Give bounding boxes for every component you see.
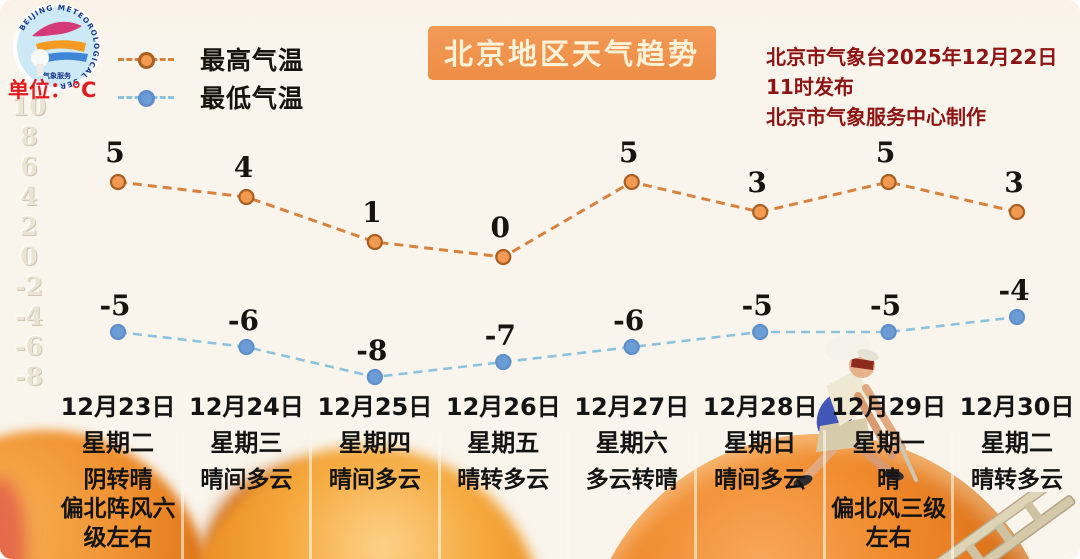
- unit-label: 单位：℃: [8, 78, 97, 102]
- weather-line: 阴转晴: [83, 467, 153, 493]
- weather-line: 晴间多云: [714, 467, 807, 493]
- weekday-label: 星期一: [852, 429, 925, 457]
- column-divider: [437, 430, 441, 559]
- y-axis-tick: -4: [15, 302, 43, 331]
- date-label: 12月26日: [445, 393, 561, 421]
- issuer-line2: 北京市气象服务中心制作: [766, 105, 986, 129]
- column-divider: [822, 430, 826, 559]
- day-column: 12月29日 星期一晴偏北风三级左右: [825, 392, 953, 553]
- weekday-label: 星期四: [338, 429, 411, 457]
- weather-line: 偏北阵风六: [60, 496, 176, 522]
- day-column: 12月26日 星期五晴转多云: [439, 392, 567, 495]
- weather-line: 偏北风三级: [831, 496, 947, 522]
- weather-label: 晴间多云: [182, 466, 310, 495]
- column-divider: [180, 430, 184, 559]
- weekday-label: 星期日: [724, 429, 797, 457]
- weekday-label: 星期六: [595, 429, 668, 457]
- column-divider: [951, 430, 955, 559]
- chart-legend: 最高气温 最低气温: [118, 40, 304, 116]
- low-temp-legend-label: 最低气温: [200, 84, 305, 113]
- weekday-label: 星期五: [467, 429, 540, 457]
- column-divider: [566, 430, 569, 559]
- weather-line: 多云转晴: [585, 467, 678, 493]
- issuer-line1: 北京市气象台2025年12月22日11时发布: [766, 45, 1058, 99]
- column-divider: [694, 430, 698, 559]
- y-axis-tick: 0: [20, 242, 38, 271]
- day-column: 12月23日 星期二阴转晴偏北阵风六级左右: [54, 392, 182, 553]
- weather-label: 阴转晴偏北阵风六级左右: [54, 466, 182, 553]
- date-label: 12月29日: [831, 393, 946, 421]
- weather-line: 左右: [865, 525, 912, 551]
- weather-label: 晴偏北风三级 左右: [825, 466, 953, 553]
- date-label: 12月27日: [574, 393, 690, 421]
- weekday-label: 星期二: [82, 429, 154, 457]
- weather-line: 级左右: [83, 525, 153, 551]
- y-axis-tick: -8: [15, 362, 43, 391]
- y-axis-tick: 2: [20, 212, 38, 241]
- y-axis-tick: -2: [15, 272, 43, 301]
- weather-label: 晴转多云: [439, 466, 567, 495]
- high-temp-legend-label: 最高气温: [200, 46, 305, 75]
- date-label: 12月25日: [317, 393, 433, 421]
- weather-line: 晴间多云: [200, 467, 293, 493]
- weather-line: 晴: [877, 467, 901, 493]
- legend-item-high: 最高气温: [118, 40, 304, 78]
- weekday-label: 星期二: [981, 429, 1053, 457]
- weather-line: 晴转多云: [457, 467, 550, 493]
- weather-label: 多云转晴: [568, 466, 696, 495]
- ladder-icon: [933, 492, 1076, 559]
- y-axis-tick: 6: [20, 152, 38, 181]
- weather-line: 晴转多云: [971, 467, 1063, 493]
- weather-line: 晴间多云: [328, 467, 421, 493]
- weather-label: 晴转多云: [953, 466, 1080, 495]
- date-label: 12月30日: [959, 393, 1075, 421]
- y-axis: 10 8 6 4 2 0 -2 -4 -6 -8: [6, 0, 56, 559]
- weather-label: 晴间多云: [696, 466, 824, 495]
- y-axis-tick: 8: [20, 122, 38, 151]
- low-temp-legend-marker: [118, 89, 174, 107]
- high-temp-legend-marker: [118, 51, 174, 69]
- day-column: 12月28日 星期日晴间多云: [696, 392, 824, 495]
- y-axis-tick: 10: [11, 92, 47, 121]
- beijing-meteorological-service-logo: BEIJING METEOROLOGICAL SERVICE 气象服务: [12, 2, 101, 91]
- date-label: 12月24日: [189, 393, 304, 421]
- legend-item-low: 最低气温: [118, 78, 304, 116]
- y-axis-tick: -6: [15, 332, 43, 361]
- day-column: 12月27日 星期六多云转晴: [568, 392, 696, 495]
- issuer-info: 北京市气象台2025年12月22日11时发布 北京市气象服务中心制作: [766, 42, 1080, 132]
- logo-bottom-text: 气象服务: [42, 71, 72, 80]
- day-column: 12月24日 星期三晴间多云: [182, 392, 310, 495]
- page-title: 北京地区天气趋势: [428, 26, 717, 80]
- weekday-label: 星期三: [210, 429, 283, 457]
- date-label: 12月23日: [60, 393, 176, 421]
- day-column: 12月30日 星期二晴转多云: [953, 392, 1080, 495]
- column-divider: [309, 430, 313, 559]
- date-label: 12月28日: [702, 393, 818, 421]
- day-column: 12月25日 星期四晴间多云: [311, 392, 439, 495]
- weather-label: 晴间多云: [311, 466, 439, 495]
- y-axis-tick: 4: [20, 182, 38, 211]
